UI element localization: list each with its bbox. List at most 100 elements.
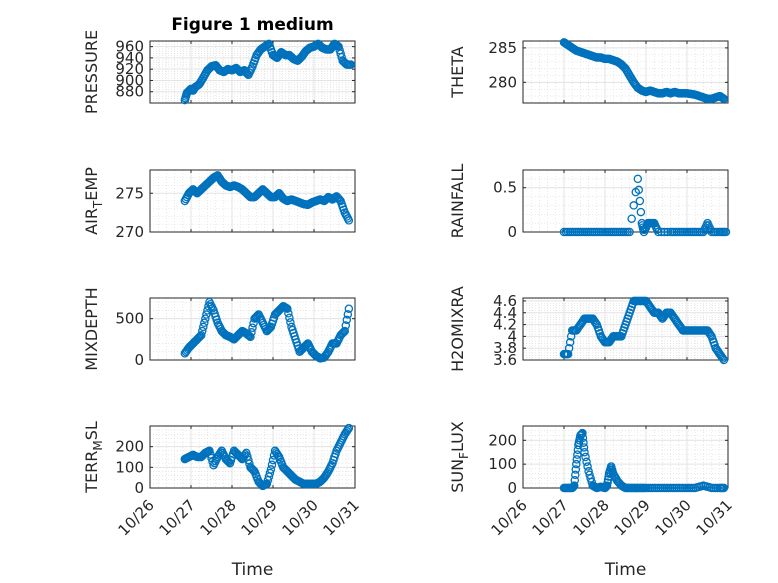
data-point	[635, 196, 645, 206]
data-point	[344, 216, 354, 225]
y-axis-label: H2OMIXRA	[448, 286, 467, 372]
data-point	[634, 185, 644, 195]
data-point	[636, 207, 646, 217]
data-point	[603, 475, 613, 484]
y-tick-label: 900	[115, 71, 144, 89]
y-tick-label: 3.8	[493, 339, 517, 357]
data-point	[267, 460, 277, 469]
x-tick-label: 10/30	[652, 496, 695, 539]
data-point	[246, 332, 255, 342]
subplot-mixdepth: 0 500 MIXDEPTH	[82, 287, 356, 371]
y-axis-label-main: AIR	[82, 208, 101, 235]
data-point	[344, 423, 354, 433]
data-point	[242, 68, 251, 77]
y-tick-label: 100	[115, 458, 144, 476]
data-point	[196, 330, 206, 340]
data-point	[204, 302, 213, 311]
subplot-sun_flux: 0 100 200 SUNFLUX 10/2610/2710/2810/2910/301…	[448, 421, 736, 580]
data-point	[579, 438, 588, 447]
data-point	[265, 468, 275, 478]
x-tick-label: 10/26	[115, 496, 158, 539]
y-tick-label: 0	[134, 351, 144, 369]
y-axis-label-rest: LUX	[448, 421, 467, 452]
y-tick-label: 100	[488, 455, 517, 473]
axes-box	[149, 425, 356, 489]
y-axis-label: TERRMSL	[82, 421, 105, 494]
data-point	[718, 354, 728, 363]
y-axis-label: THETA	[448, 46, 467, 98]
data-point	[573, 450, 582, 459]
data-point	[721, 227, 731, 237]
data-point	[706, 330, 715, 340]
x-tick-label: 10/29	[238, 496, 281, 539]
data-point	[201, 314, 210, 323]
data-point	[247, 328, 256, 337]
data-point	[252, 312, 261, 321]
x-tick-label: 10/28	[570, 496, 613, 539]
data-point	[301, 341, 311, 350]
data-point	[578, 433, 588, 443]
data-point	[343, 310, 353, 319]
data-point	[195, 331, 205, 341]
x-tick-label: 10/26	[488, 496, 531, 539]
axes-box	[149, 40, 356, 104]
y-tick-label: 275	[115, 184, 144, 202]
y-axis-label-main: TERR	[82, 451, 101, 494]
data-point	[657, 227, 666, 237]
y-axis-label: AIRTEMP	[82, 167, 105, 235]
data-point	[249, 318, 258, 328]
data-point	[199, 322, 208, 332]
y-axis-label: MIXDEPTH	[82, 287, 101, 370]
data-point	[719, 483, 729, 493]
data-point	[579, 443, 589, 452]
y-tick-label: 0	[507, 223, 517, 241]
data-point	[346, 60, 356, 69]
data-point	[265, 323, 275, 333]
y-tick-label: 0.5	[493, 179, 517, 197]
data-point	[654, 227, 663, 237]
data-point	[602, 481, 612, 490]
data-point	[341, 321, 351, 330]
data-point	[580, 447, 589, 457]
y-axis-label: SUNFLUX	[448, 421, 471, 493]
data-point	[285, 313, 294, 323]
data-point	[719, 94, 729, 104]
data-point	[660, 227, 669, 237]
data-point	[335, 195, 344, 205]
y-tick-label: 880	[115, 83, 144, 101]
x-tick-label: 10/30	[279, 496, 322, 539]
subplot-h2omixra: 3.63.844.24.44.6 H2OMIXRA	[448, 286, 729, 372]
data-point	[570, 475, 580, 485]
data-point	[583, 462, 592, 471]
chart-title: Figure 1 medium	[171, 15, 333, 35]
subplot-air_temp: 270 275 AIRTEMP	[82, 167, 356, 241]
x-axis-label: Time	[231, 560, 274, 580]
data-point	[572, 459, 581, 469]
y-tick-label: 920	[115, 60, 144, 78]
data-point	[625, 227, 634, 237]
subplot-theta: 280 285 THETA	[448, 38, 729, 104]
data-point	[202, 310, 211, 319]
data-point	[340, 326, 349, 336]
y-tick-label: 4	[507, 327, 517, 345]
y-axis-label-subscript: M	[91, 440, 105, 450]
y-axis-label: PRESSURE	[82, 30, 101, 114]
axes-box	[522, 40, 729, 104]
data-point	[248, 323, 257, 333]
y-tick-label: 200	[115, 438, 144, 456]
y-axis-label: RAINFALL	[448, 164, 467, 239]
x-tick-label: 10/31	[320, 496, 363, 539]
y-tick-label: 0	[507, 479, 517, 497]
y-tick-label: 0	[134, 479, 144, 497]
data-point	[266, 465, 276, 474]
y-tick-label: 500	[115, 310, 144, 328]
y-axis-label-subscript: F	[457, 452, 471, 459]
y-tick-label: 270	[115, 223, 144, 241]
data-point	[283, 304, 292, 313]
y-tick-label: 280	[488, 73, 517, 91]
data-point	[272, 190, 282, 200]
axes-box	[522, 297, 729, 361]
data-point	[338, 328, 347, 338]
